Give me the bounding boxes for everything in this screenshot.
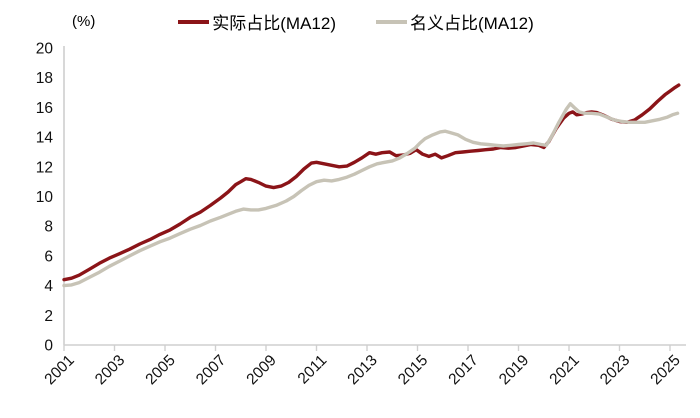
y-tick-label: 8 — [44, 219, 53, 236]
x-tick-label: 2001 — [41, 352, 77, 388]
x-tick-label: 2015 — [395, 352, 431, 388]
x-tick-label: 2003 — [92, 352, 128, 388]
y-tick-label: 14 — [36, 130, 54, 147]
x-tick-label: 2009 — [243, 352, 279, 388]
y-tick-label: 16 — [36, 100, 53, 117]
y-tick-label: 6 — [44, 248, 53, 265]
y-tick-label: 20 — [36, 41, 54, 58]
series-line-1 — [62, 101, 680, 288]
chart-legend: 实际占比(MA12) 名义占比(MA12) — [36, 9, 676, 34]
x-tick-label: 2011 — [295, 352, 331, 388]
x-tick-label: 2019 — [496, 352, 532, 388]
y-tick-label: 10 — [36, 189, 54, 206]
y-tick-label: 12 — [36, 159, 53, 176]
x-tick-label: 2007 — [193, 352, 229, 388]
x-tick-label: 2017 — [445, 352, 481, 388]
legend-line-nominal-icon — [376, 19, 407, 24]
y-axis-unit-label: (%) — [72, 13, 96, 30]
y-tick-label: 2 — [44, 308, 53, 325]
x-tick-label: 2005 — [142, 352, 178, 388]
legend-label-actual-share: 实际占比(MA12) — [212, 14, 336, 33]
legend-item-nominal-share: 名义占比(MA12) — [376, 9, 534, 34]
y-tick-label: 4 — [44, 278, 53, 295]
legend-item-actual-share: 实际占比(MA12) — [178, 9, 336, 34]
x-tick-label: 2013 — [344, 352, 380, 388]
x-tick-label: 2023 — [597, 352, 633, 388]
legend-line-actual-icon — [178, 19, 210, 24]
y-tick-label: 18 — [36, 70, 53, 87]
y-tick-label: 0 — [44, 338, 53, 355]
x-tick-label: 2025 — [647, 352, 683, 388]
legend-label-nominal-share: 名义占比(MA12) — [410, 14, 534, 33]
x-tick-label: 2021 — [546, 352, 582, 388]
